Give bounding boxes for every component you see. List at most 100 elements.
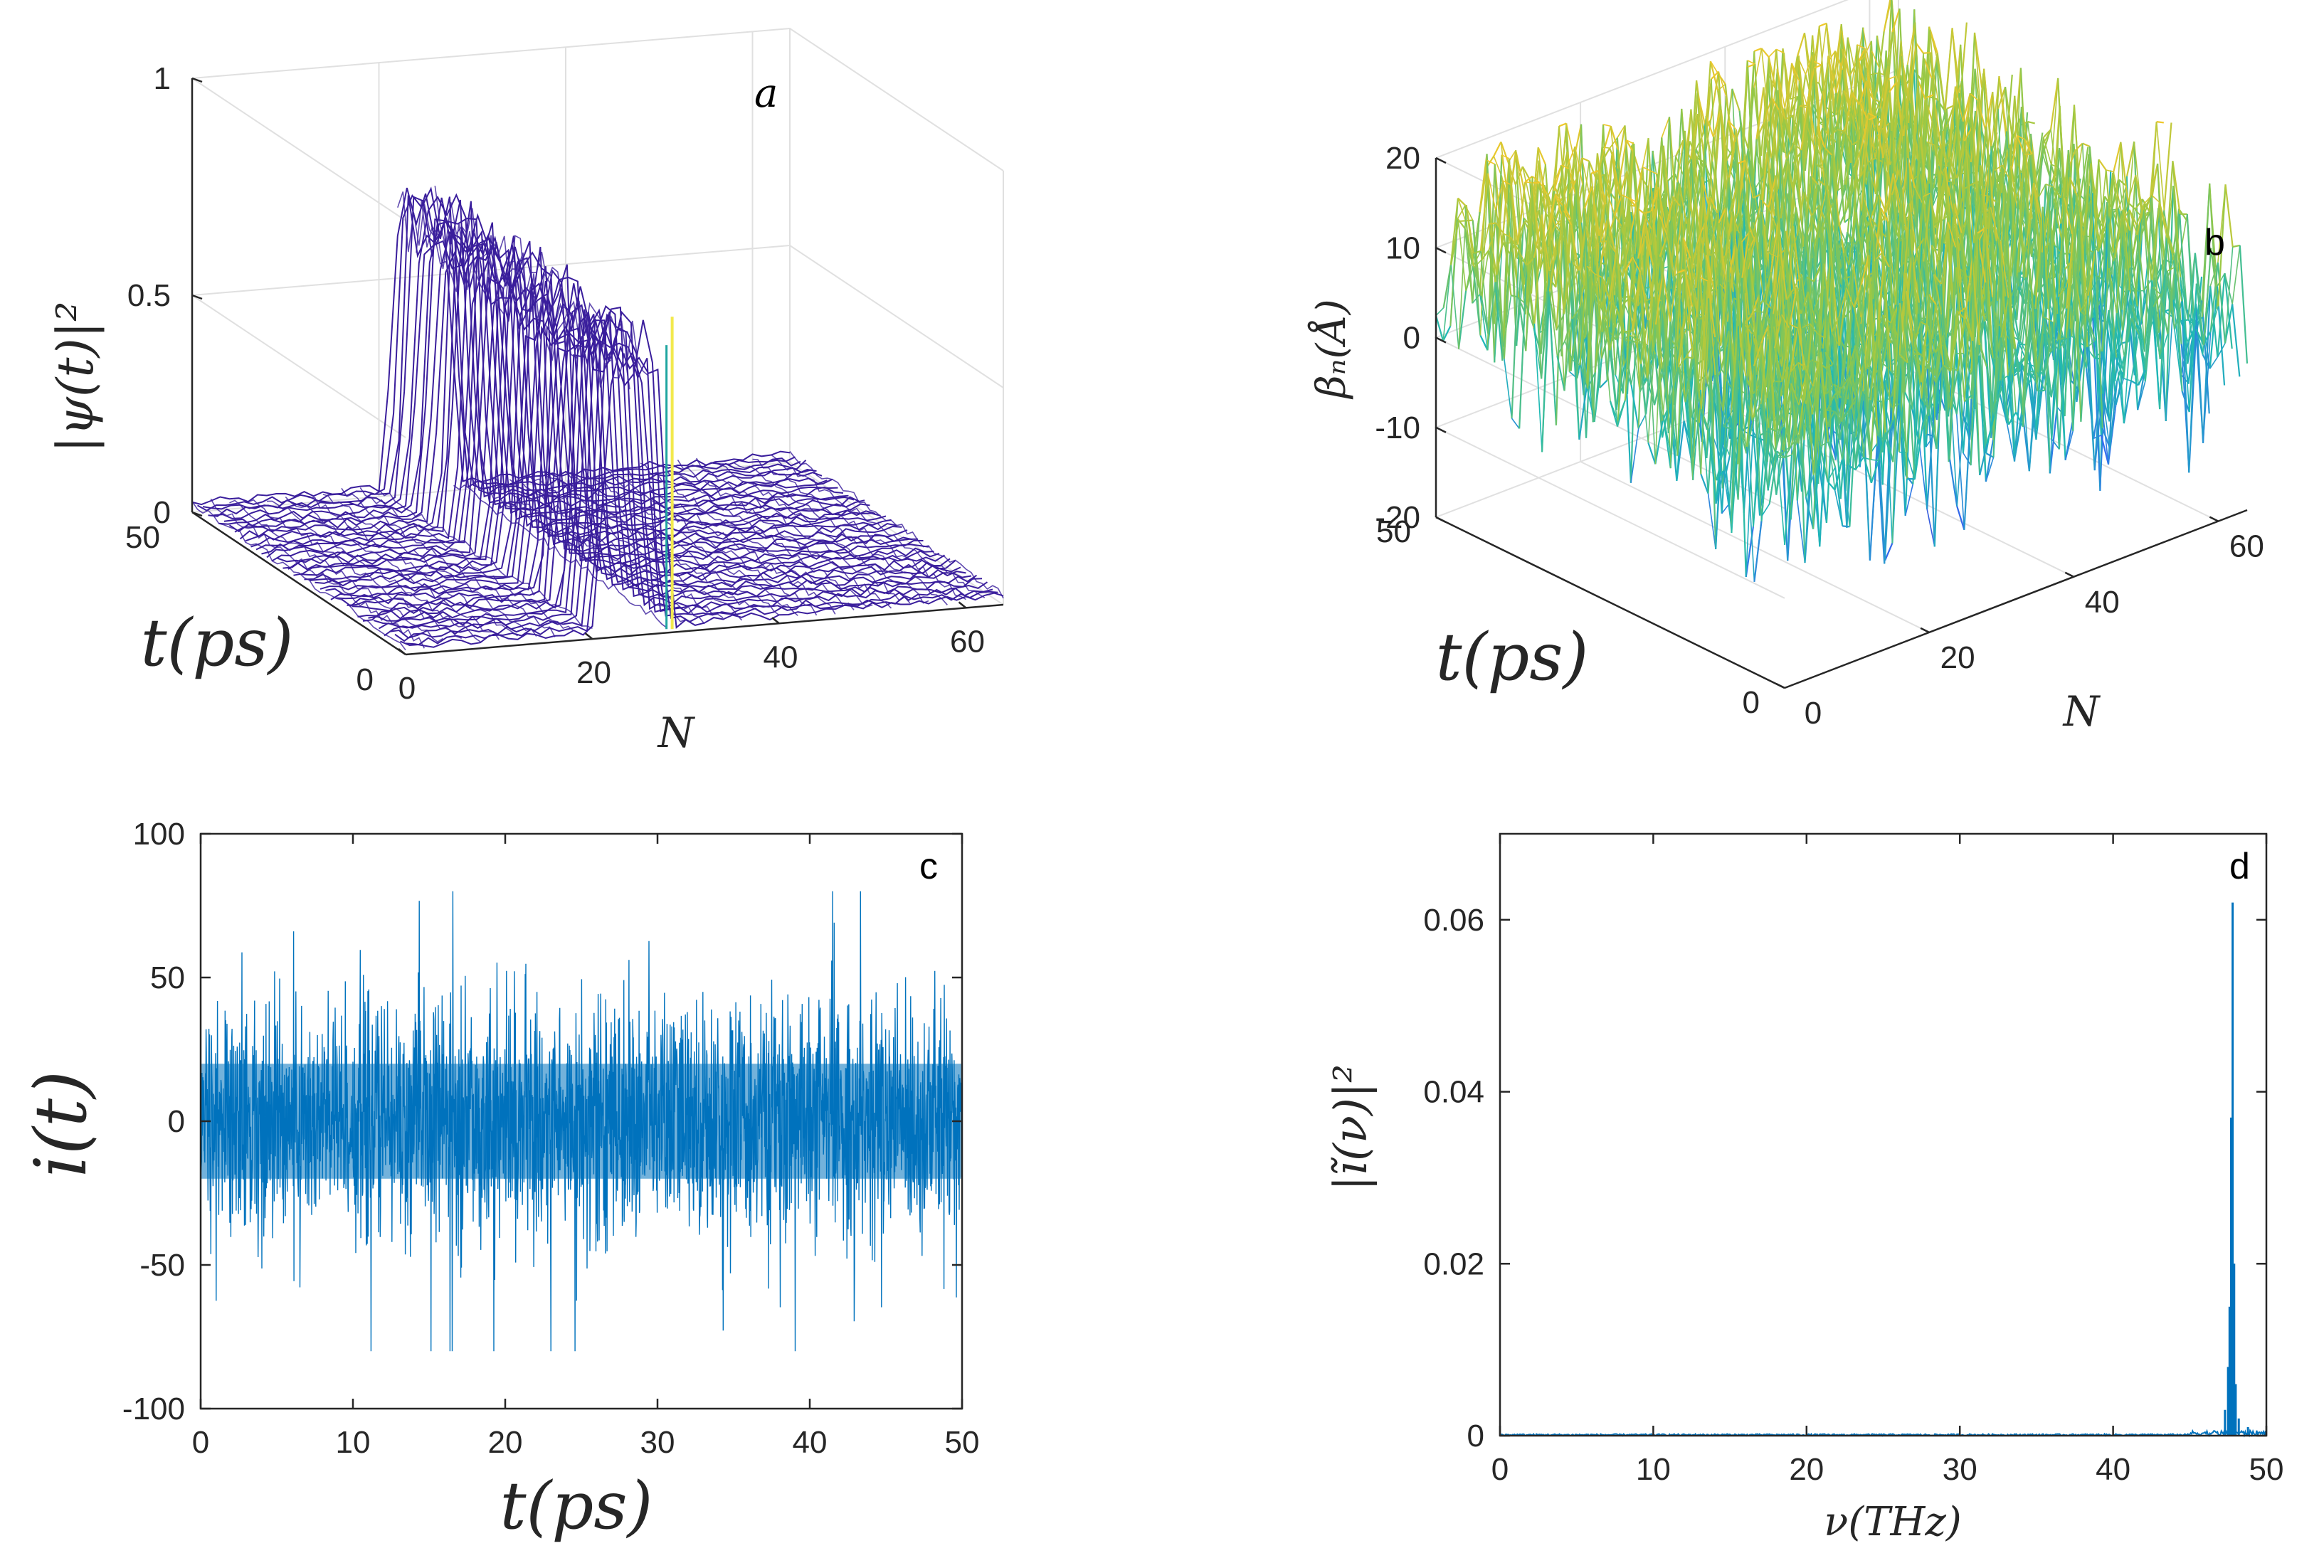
surface-col — [733, 462, 948, 605]
surface-seg — [1571, 308, 1580, 361]
surface-seg — [1835, 90, 1844, 127]
surface-seg — [1607, 277, 1617, 340]
surface-seg — [1449, 198, 1459, 327]
surface-seg — [1522, 166, 1531, 202]
surface-seg — [1778, 109, 1787, 160]
z-tick-label: 1 — [154, 61, 171, 96]
z-tick — [191, 77, 203, 83]
n-tick — [398, 648, 406, 655]
z-tick-label: 0.5 — [127, 278, 171, 313]
surface-seg — [1537, 147, 1546, 165]
surface-seg — [1564, 318, 1573, 341]
surface-seg — [1770, 97, 1780, 110]
surface-seg — [1563, 224, 1573, 314]
surface-seg — [1902, 72, 1911, 145]
surface-seg — [1867, 157, 1876, 164]
surface-seg — [1580, 161, 1590, 223]
surface-seg — [1571, 318, 1580, 440]
surface-seg — [1754, 64, 1763, 213]
surface-seg — [1581, 157, 1590, 196]
surface-seg — [1472, 265, 1481, 336]
panel-b-surface — [1435, 0, 2249, 582]
surface-seg — [1818, 23, 1827, 83]
surface-seg — [1457, 198, 1467, 221]
surface-seg — [1727, 184, 1736, 308]
surface-seg — [1567, 146, 1576, 166]
surface-col — [191, 501, 406, 651]
surface-seg — [1495, 223, 1504, 347]
surface-col — [322, 493, 537, 637]
surface-seg — [1982, 152, 1992, 181]
surface-seg — [1578, 226, 1587, 275]
surface-seg — [1583, 186, 1593, 339]
surface-col — [416, 200, 630, 390]
surface-seg — [1488, 223, 1498, 275]
surface-seg — [1518, 297, 1527, 351]
surface-col — [696, 457, 911, 604]
surface-seg — [1868, 112, 1876, 118]
surface-seg — [1600, 237, 1609, 265]
t-axis-line — [191, 511, 406, 656]
surface-seg — [1479, 294, 1489, 351]
surface-seg — [1501, 154, 1510, 202]
surface-col — [714, 462, 929, 604]
surface-seg — [1473, 250, 1481, 255]
surface-seg — [1553, 164, 1563, 191]
surface-seg — [1936, 53, 1946, 113]
surface-seg — [1665, 198, 1674, 228]
surface-seg — [1930, 52, 1939, 102]
surface-seg — [1600, 218, 1609, 265]
surface-seg — [1586, 387, 1595, 422]
surface-seg — [1891, 8, 1901, 33]
surface-seg — [1602, 126, 1612, 152]
surface-seg — [1853, 166, 1862, 211]
surface-seg — [1657, 174, 1666, 247]
surface-seg — [1572, 359, 1580, 366]
surface-seg — [1457, 218, 1466, 229]
surface-seg — [1710, 71, 1719, 120]
surface-seg — [1487, 250, 1497, 282]
surface-seg — [1800, 96, 1810, 217]
surface-seg — [1856, 57, 1866, 87]
surface-seg — [1846, 166, 1855, 245]
surface-seg — [1671, 196, 1681, 206]
surface-seg — [1634, 166, 1644, 254]
panel-a-xlabel: N — [657, 709, 696, 757]
surface-col — [771, 454, 986, 598]
surface-seg — [1526, 257, 1535, 266]
surface-row — [347, 286, 946, 606]
surface-seg — [1785, 142, 1795, 160]
surface-seg — [1871, 51, 1880, 69]
surface-seg — [1876, 35, 1886, 80]
surface-seg — [1493, 141, 1502, 157]
surface-seg — [1800, 96, 1810, 151]
surface-seg — [1795, 147, 1805, 250]
surface-seg — [1479, 173, 1489, 251]
surface-seg — [1486, 173, 1496, 283]
surface-seg — [1843, 90, 1852, 113]
surface-seg — [1457, 205, 1466, 219]
surface-seg — [1870, 72, 1879, 75]
surface-seg — [1501, 154, 1510, 159]
surface-seg — [1642, 166, 1651, 171]
surface-seg — [1753, 194, 1761, 199]
surface-col — [752, 458, 966, 600]
surface-seg — [1541, 291, 1551, 452]
surface-seg — [1837, 184, 1847, 218]
surface-seg — [1602, 147, 1610, 149]
surface-seg — [1842, 105, 1852, 196]
surface-seg — [1763, 97, 1773, 123]
surface-seg — [1457, 221, 1467, 291]
surface-seg — [1796, 32, 1806, 57]
surface-col — [621, 467, 836, 615]
surface-seg — [1610, 126, 1619, 150]
surface-seg — [1701, 176, 1711, 209]
surface-seg — [1755, 122, 1765, 139]
surface-seg — [1799, 81, 1808, 106]
surface-seg — [1488, 223, 1497, 251]
surface-seg — [1785, 115, 1794, 120]
surface-seg — [1556, 313, 1565, 331]
surface-seg — [1770, 97, 1780, 190]
